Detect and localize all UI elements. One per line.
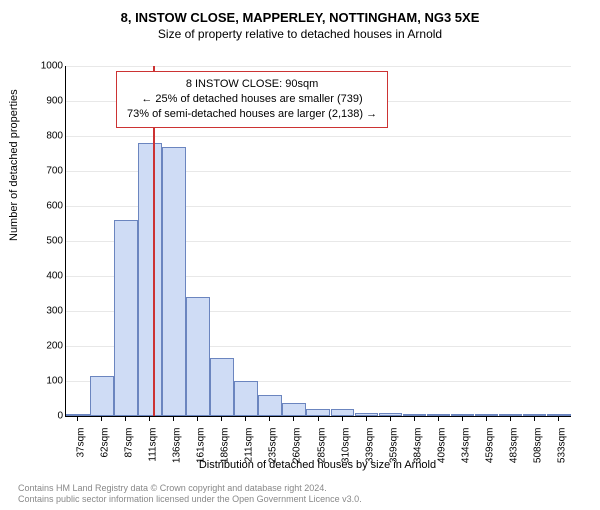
- y-tick-label: 900: [33, 96, 63, 107]
- x-tick-label: 483sqm: [508, 428, 519, 464]
- bar: [331, 409, 355, 416]
- bar: [306, 409, 330, 416]
- x-axis: 37sqm62sqm87sqm111sqm136sqm161sqm186sqm2…: [65, 416, 570, 456]
- bar: [234, 381, 258, 416]
- info-box: 8 INSTOW CLOSE: 90sqm ← 25% of detached …: [116, 71, 388, 128]
- chart-container: 8, INSTOW CLOSE, MAPPERLEY, NOTTINGHAM, …: [0, 10, 600, 510]
- x-tick-label: 459sqm: [484, 428, 495, 464]
- x-tick-label: 235sqm: [268, 428, 279, 464]
- plot-area: 8 INSTOW CLOSE: 90sqm ← 25% of detached …: [65, 66, 571, 417]
- x-tick-label: 260sqm: [292, 428, 303, 464]
- x-tick-label: 384sqm: [412, 428, 423, 464]
- bar: [186, 297, 210, 416]
- x-tick-label: 136sqm: [172, 428, 183, 464]
- footer-line-1: Contains HM Land Registry data © Crown c…: [18, 483, 362, 494]
- x-tick-label: 339sqm: [364, 428, 375, 464]
- x-tick-label: 533sqm: [556, 428, 567, 464]
- y-axis-label: Number of detached properties: [8, 89, 20, 241]
- y-axis: 01002003004005006007008009001000: [35, 66, 65, 416]
- y-tick-label: 700: [33, 166, 63, 177]
- info-line-2: ← 25% of detached houses are smaller (73…: [127, 92, 377, 107]
- y-tick-label: 600: [33, 201, 63, 212]
- x-tick-label: 186sqm: [220, 428, 231, 464]
- x-tick-label: 359sqm: [388, 428, 399, 464]
- x-tick-label: 285sqm: [316, 428, 327, 464]
- x-tick-label: 211sqm: [244, 428, 255, 463]
- bar: [210, 358, 234, 416]
- y-tick-label: 500: [33, 236, 63, 247]
- y-tick-label: 800: [33, 131, 63, 142]
- bar: [258, 395, 282, 416]
- y-tick-label: 0: [33, 411, 63, 422]
- x-tick-label: 161sqm: [196, 428, 207, 464]
- chart-subtitle: Size of property relative to detached ho…: [0, 27, 600, 41]
- x-tick-label: 434sqm: [460, 428, 471, 464]
- y-tick-label: 400: [33, 271, 63, 282]
- y-tick-label: 300: [33, 306, 63, 317]
- y-tick-label: 1000: [33, 61, 63, 72]
- x-tick-label: 111sqm: [148, 428, 159, 462]
- y-tick-label: 100: [33, 376, 63, 387]
- bar: [282, 403, 306, 416]
- chart-title: 8, INSTOW CLOSE, MAPPERLEY, NOTTINGHAM, …: [0, 10, 600, 25]
- y-tick-label: 200: [33, 341, 63, 352]
- bar: [90, 376, 114, 416]
- bar: [114, 220, 138, 416]
- footer: Contains HM Land Registry data © Crown c…: [18, 483, 362, 505]
- bar: [162, 147, 186, 417]
- x-axis-label: Distribution of detached houses by size …: [65, 459, 570, 471]
- x-tick-label: 62sqm: [100, 428, 111, 458]
- info-line-1: 8 INSTOW CLOSE: 90sqm: [127, 77, 377, 92]
- bar: [138, 143, 162, 416]
- info-line-3: 73% of semi-detached houses are larger (…: [127, 107, 377, 122]
- x-tick-label: 310sqm: [340, 428, 351, 464]
- x-tick-label: 87sqm: [124, 428, 135, 458]
- x-tick-label: 508sqm: [532, 428, 543, 464]
- x-tick-label: 37sqm: [76, 428, 87, 458]
- x-tick-label: 409sqm: [436, 428, 447, 464]
